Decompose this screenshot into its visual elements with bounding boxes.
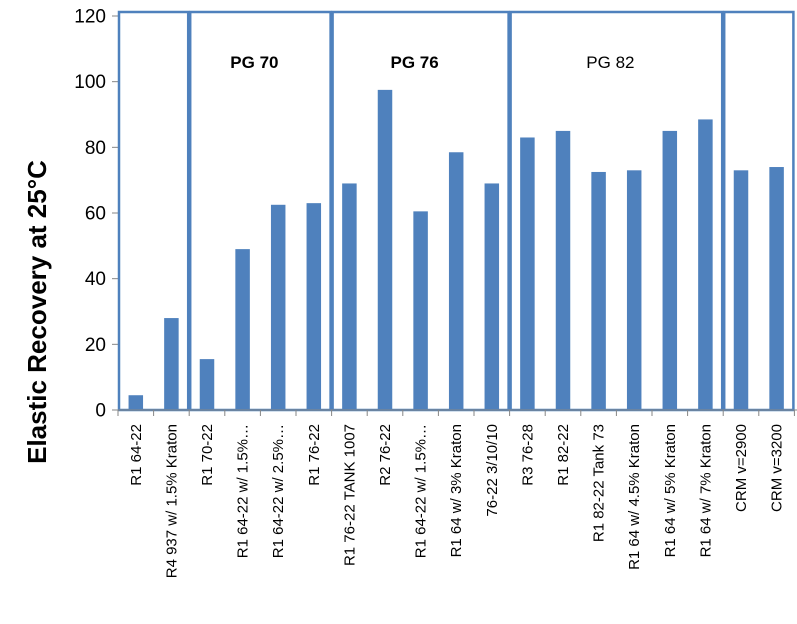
category-label: 76-22 3/10/10 [484, 424, 501, 517]
category-label: CRM v=2900 [733, 424, 750, 512]
bars [128, 89, 784, 411]
bar [448, 152, 464, 410]
category-label: R1 76-22 [306, 424, 323, 486]
group-label: PG 82 [586, 53, 634, 72]
bar [626, 170, 642, 410]
bar [199, 359, 215, 410]
category-label: R1 64-22 [128, 424, 145, 486]
bar [733, 170, 749, 410]
category-label: R1 64 w/ 7% Kraton [697, 424, 714, 557]
y-tick-label: 60 [85, 204, 106, 225]
x-axis [117, 409, 797, 416]
category-label: R1 64-22 w/ 1.5%… [235, 424, 252, 558]
y-axis: 0 20 40 60 80 100 120 [74, 7, 118, 422]
y-tick-label: 0 [95, 401, 106, 422]
group-label: PG 70 [230, 53, 278, 72]
y-tick-label: 80 [85, 138, 106, 159]
category-label: R1 64 w/ 3% Kraton [448, 424, 465, 557]
category-label: R1 64-22 w/ 1.5%… [413, 424, 430, 558]
bar [377, 89, 393, 410]
group-labels: PG 70 PG 76 PG 82 [230, 53, 634, 72]
y-axis-label: Elastic Recovery at 25°C [22, 160, 52, 464]
y-tick-label: 100 [74, 72, 106, 93]
bar [698, 119, 713, 411]
bar [413, 211, 428, 410]
category-label: R1 82-22 [555, 424, 572, 486]
category-label: R1 82-22 Tank 73 [591, 424, 608, 542]
category-label: R1 76-22 TANK 1007 [341, 424, 358, 566]
bar [270, 204, 286, 410]
y-tick-label: 20 [85, 335, 106, 356]
bar [306, 203, 322, 410]
group-label: PG 76 [390, 53, 438, 72]
bar [591, 171, 606, 410]
bar [662, 130, 678, 410]
category-label: R1 64-22 w/ 2.5%… [270, 424, 287, 558]
category-label: R1 64 w/ 5% Kraton [662, 424, 679, 557]
bar [555, 130, 571, 410]
category-label: R3 76-28 [519, 424, 536, 486]
bar [128, 395, 144, 410]
category-labels: R1 64-22 R4 937 w/ 1.5% Kraton R1 70-22 R1 … [128, 424, 786, 578]
category-label: R4 937 w/ 1.5% Kraton [163, 424, 180, 578]
bar [235, 249, 250, 410]
category-label: R2 76-22 [377, 424, 394, 486]
bar [484, 183, 500, 410]
bar [342, 183, 357, 410]
category-label: R1 64 w/ 4.5% Kraton [626, 424, 643, 570]
y-tick-label: 40 [85, 269, 106, 290]
bar [164, 318, 179, 410]
bar [769, 167, 784, 410]
y-tick-label: 120 [74, 7, 106, 28]
bar [520, 137, 535, 410]
category-label: CRM v=3200 [769, 424, 786, 512]
category-label: R1 70-22 [199, 424, 216, 486]
